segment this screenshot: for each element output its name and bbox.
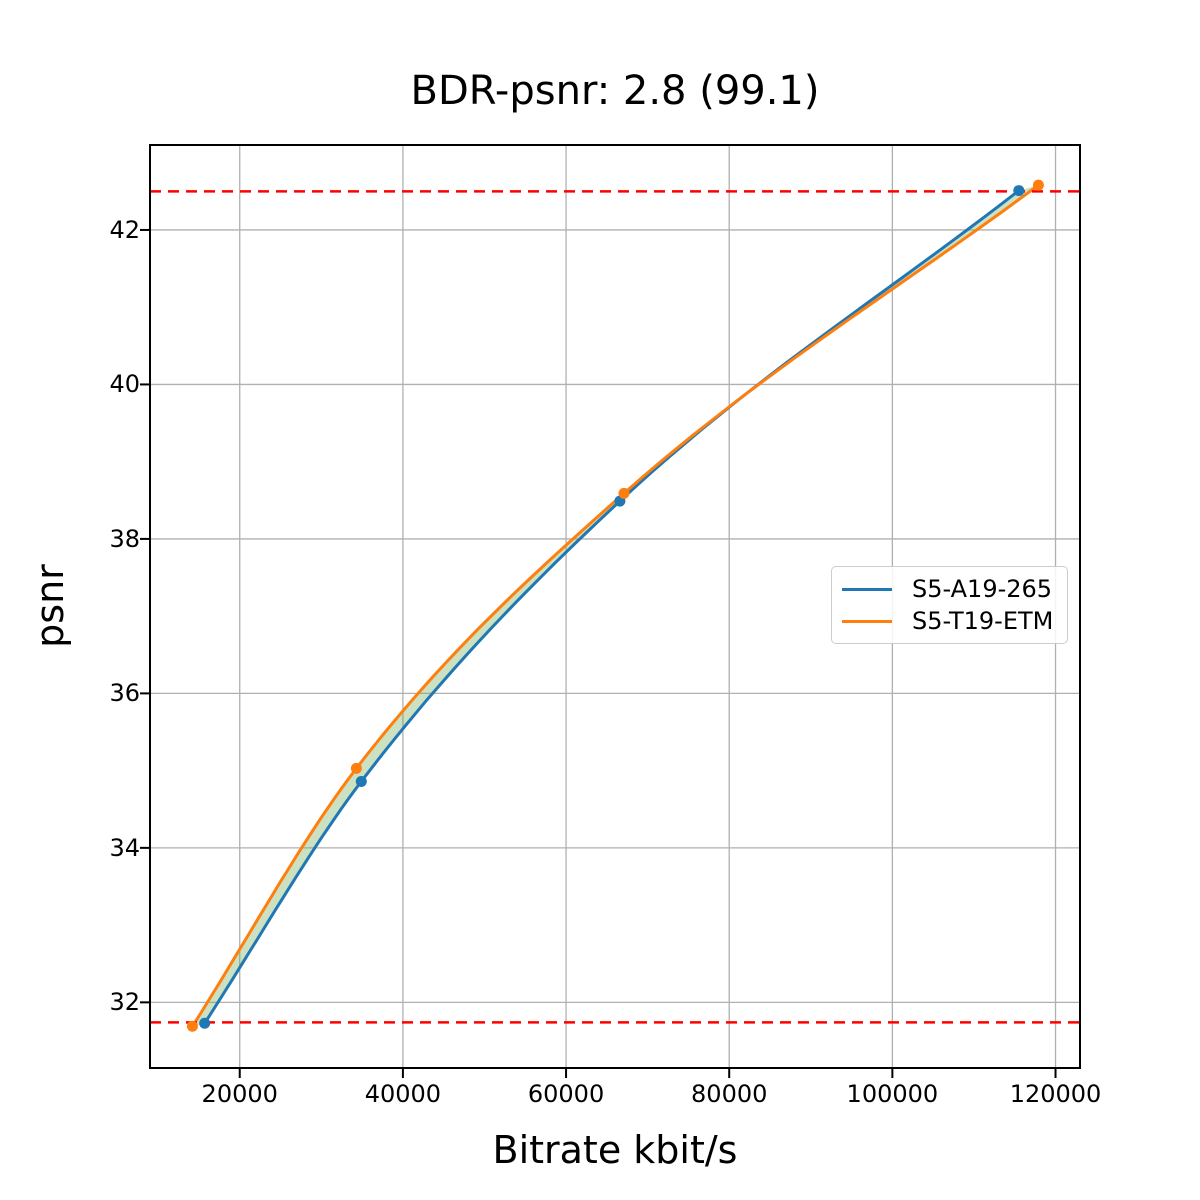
y-tick-label: 38	[109, 524, 140, 553]
x-tick-label: 100000	[846, 1080, 939, 1108]
series-line-swatch	[842, 619, 892, 623]
series-line-swatch	[842, 587, 892, 591]
x-tick-label: 40000	[364, 1080, 442, 1108]
y-tick-label: 42	[109, 215, 140, 244]
legend: S5-A19-265 S5-T19-ETM	[831, 566, 1068, 644]
x-tick-label: 20000	[201, 1080, 278, 1108]
y-tick-label: 34	[109, 833, 140, 862]
x-tick-label: 120000	[1009, 1080, 1102, 1108]
legend-entry: S5-A19-265	[842, 575, 1057, 603]
y-tick-label: 32	[109, 988, 140, 1017]
x-axis-label: Bitrate kbit/s	[492, 1128, 738, 1172]
legend-label: S5-T19-ETM	[912, 607, 1054, 635]
y-tick-label: 36	[109, 679, 140, 708]
chart-title: BDR-psnr: 2.8 (99.1)	[410, 68, 820, 114]
y-tick-label: 40	[109, 370, 140, 399]
legend-entry: S5-T19-ETM	[842, 607, 1057, 635]
x-tick-label: 60000	[527, 1080, 605, 1108]
y-axis-label: psnr	[28, 564, 72, 648]
x-tick-label: 80000	[691, 1080, 768, 1108]
legend-label: S5-A19-265	[912, 575, 1053, 603]
